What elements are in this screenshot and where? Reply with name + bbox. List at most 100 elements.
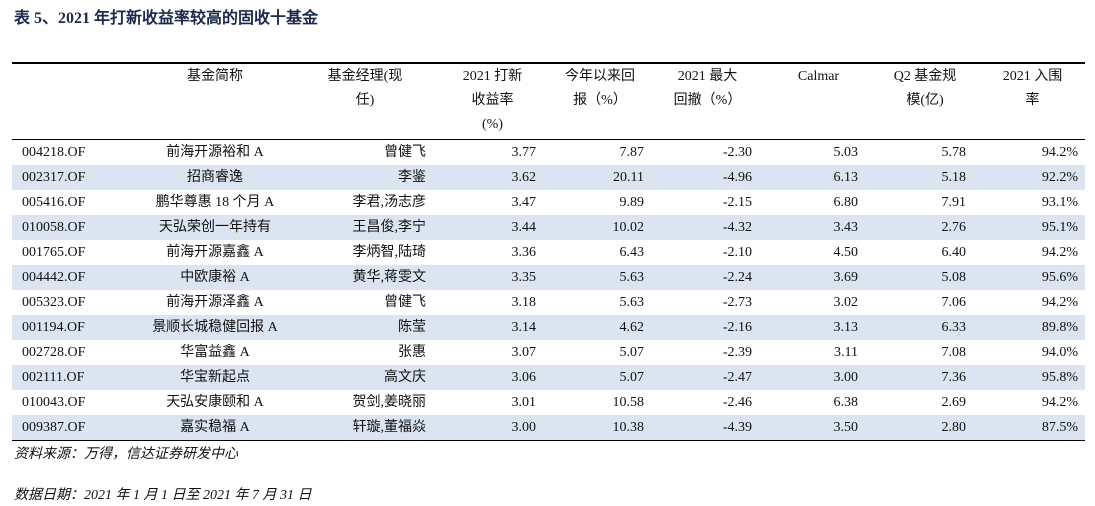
table-cell: 李君,汤志彦 [352,195,427,210]
table-cell: 3.47 [511,195,537,210]
table-cell: -2.15 [722,195,752,210]
table-cell: 5.03 [833,145,859,160]
header-text: 回撤（%） [673,93,742,108]
table-cell: 2.80 [941,420,967,435]
table-cell: 5.08 [941,270,967,285]
table-cell: 5.63 [619,270,645,285]
table-cell: 李炳智,陆琦 [352,245,427,260]
table-cell: 010058.OF [22,220,86,235]
table-cell: 3.00 [511,420,537,435]
table-cell: -4.39 [722,420,752,435]
header-text: 模(亿) [906,93,944,108]
table-cell: 天弘安康颐和 A [166,395,264,410]
table-cell: 005323.OF [22,295,86,310]
table-cell: 5.07 [619,370,645,385]
table-cell: 001194.OF [22,320,85,335]
table-cell: 7.06 [941,295,967,310]
table-cell: 10.58 [612,395,645,410]
table-cell: 94.2% [1041,245,1078,260]
table-cell: 天弘荣创一年持有 [159,220,271,235]
table-cell: 94.2% [1041,145,1078,160]
table-cell: 93.1% [1041,195,1078,210]
table-cell: 002317.OF [22,170,86,185]
table-cell: 嘉实稳福 A [180,420,250,435]
table-cell: 9.89 [619,195,645,210]
table-title: 表 5、2021 年打新收益率较高的固收十基金 [14,10,319,27]
header-text: 2021 打新 [462,69,523,84]
table-cell: 6.13 [833,170,859,185]
bottom-rule [12,440,1085,441]
table-cell: 5.18 [941,170,967,185]
table-cell: 景顺长城稳健回报 A [152,320,278,335]
table-cell: 3.00 [833,370,859,385]
header-text: 基金经理(现 [327,69,403,84]
table-cell: 4.62 [619,320,645,335]
table-cell: 95.8% [1041,370,1078,385]
header-rule [12,139,1085,140]
table-cell: 曾健飞 [384,145,426,160]
table-cell: 5.63 [619,295,645,310]
table-cell: 6.43 [619,245,645,260]
table-cell: 曾健飞 [384,295,426,310]
table-cell: 轩璇,董福焱 [352,420,427,435]
table-cell: 前海开源泽鑫 A [166,295,264,310]
table-cell: 3.01 [511,395,537,410]
table-cell: 2.69 [941,395,967,410]
table-cell: 94.2% [1041,295,1078,310]
table-cell: 黄华,蒋雯文 [352,270,427,285]
table-cell: 2.76 [941,220,967,235]
table-cell: 3.13 [833,320,859,335]
table-cell: 3.77 [511,145,537,160]
row-shade [12,415,1085,440]
table-cell: -4.96 [722,170,752,185]
table-cell: 7.91 [941,195,967,210]
table-cell: 招商睿逸 [187,170,243,185]
table-cell: 94.0% [1041,345,1078,360]
header-text: 2021 入围 [1002,69,1063,84]
table-cell: 王昌俊,李宁 [352,220,427,235]
row-shade [12,165,1085,190]
table-cell: 89.8% [1041,320,1078,335]
header-text: Calmar [797,69,840,84]
table-cell: 95.6% [1041,270,1078,285]
table-cell: 陈莹 [398,320,426,335]
table-cell: 20.11 [613,170,644,185]
table-cell: -2.24 [722,270,752,285]
table-cell: -2.30 [722,145,752,160]
header-text: Q2 基金规 [893,69,957,84]
table-cell: 10.38 [612,420,645,435]
table-cell: -2.47 [722,370,752,385]
table-cell: 华富益鑫 A [180,345,250,360]
table-cell: 3.06 [511,370,537,385]
table-cell: 6.33 [941,320,967,335]
header-text: 2021 最大 [677,69,738,84]
top-rule [12,62,1085,64]
table-cell: -2.39 [722,345,752,360]
table-cell: 张惠 [398,345,426,360]
header-text: 率 [1025,93,1040,108]
table-cell: 3.44 [511,220,537,235]
table-cell: 李鉴 [398,170,426,185]
table-cell: 6.38 [833,395,859,410]
table-cell: 7.36 [941,370,967,385]
header-text: 基金简称 [187,69,243,84]
row-shade [12,215,1085,240]
table-cell: 华宝新起点 [180,370,250,385]
table-cell: 001765.OF [22,245,86,260]
table-cell: 7.08 [941,345,967,360]
table-cell: 3.11 [834,345,858,360]
table-cell: 3.18 [511,295,537,310]
table-cell: 高文庆 [384,370,426,385]
table-cell: 贺剑,姜晓丽 [352,395,427,410]
header-text: 任) [355,93,375,108]
table-cell: -2.46 [722,395,752,410]
table-cell: 7.87 [619,145,645,160]
table-cell: 95.1% [1041,220,1078,235]
table-cell: 004218.OF [22,145,86,160]
header-text: 今年以来回 [565,69,635,84]
table-cell: 004442.OF [22,270,86,285]
row-shade [12,315,1085,340]
table-cell: 10.02 [612,220,645,235]
table-cell: 中欧康裕 A [180,270,250,285]
table-cell: 3.62 [511,170,537,185]
